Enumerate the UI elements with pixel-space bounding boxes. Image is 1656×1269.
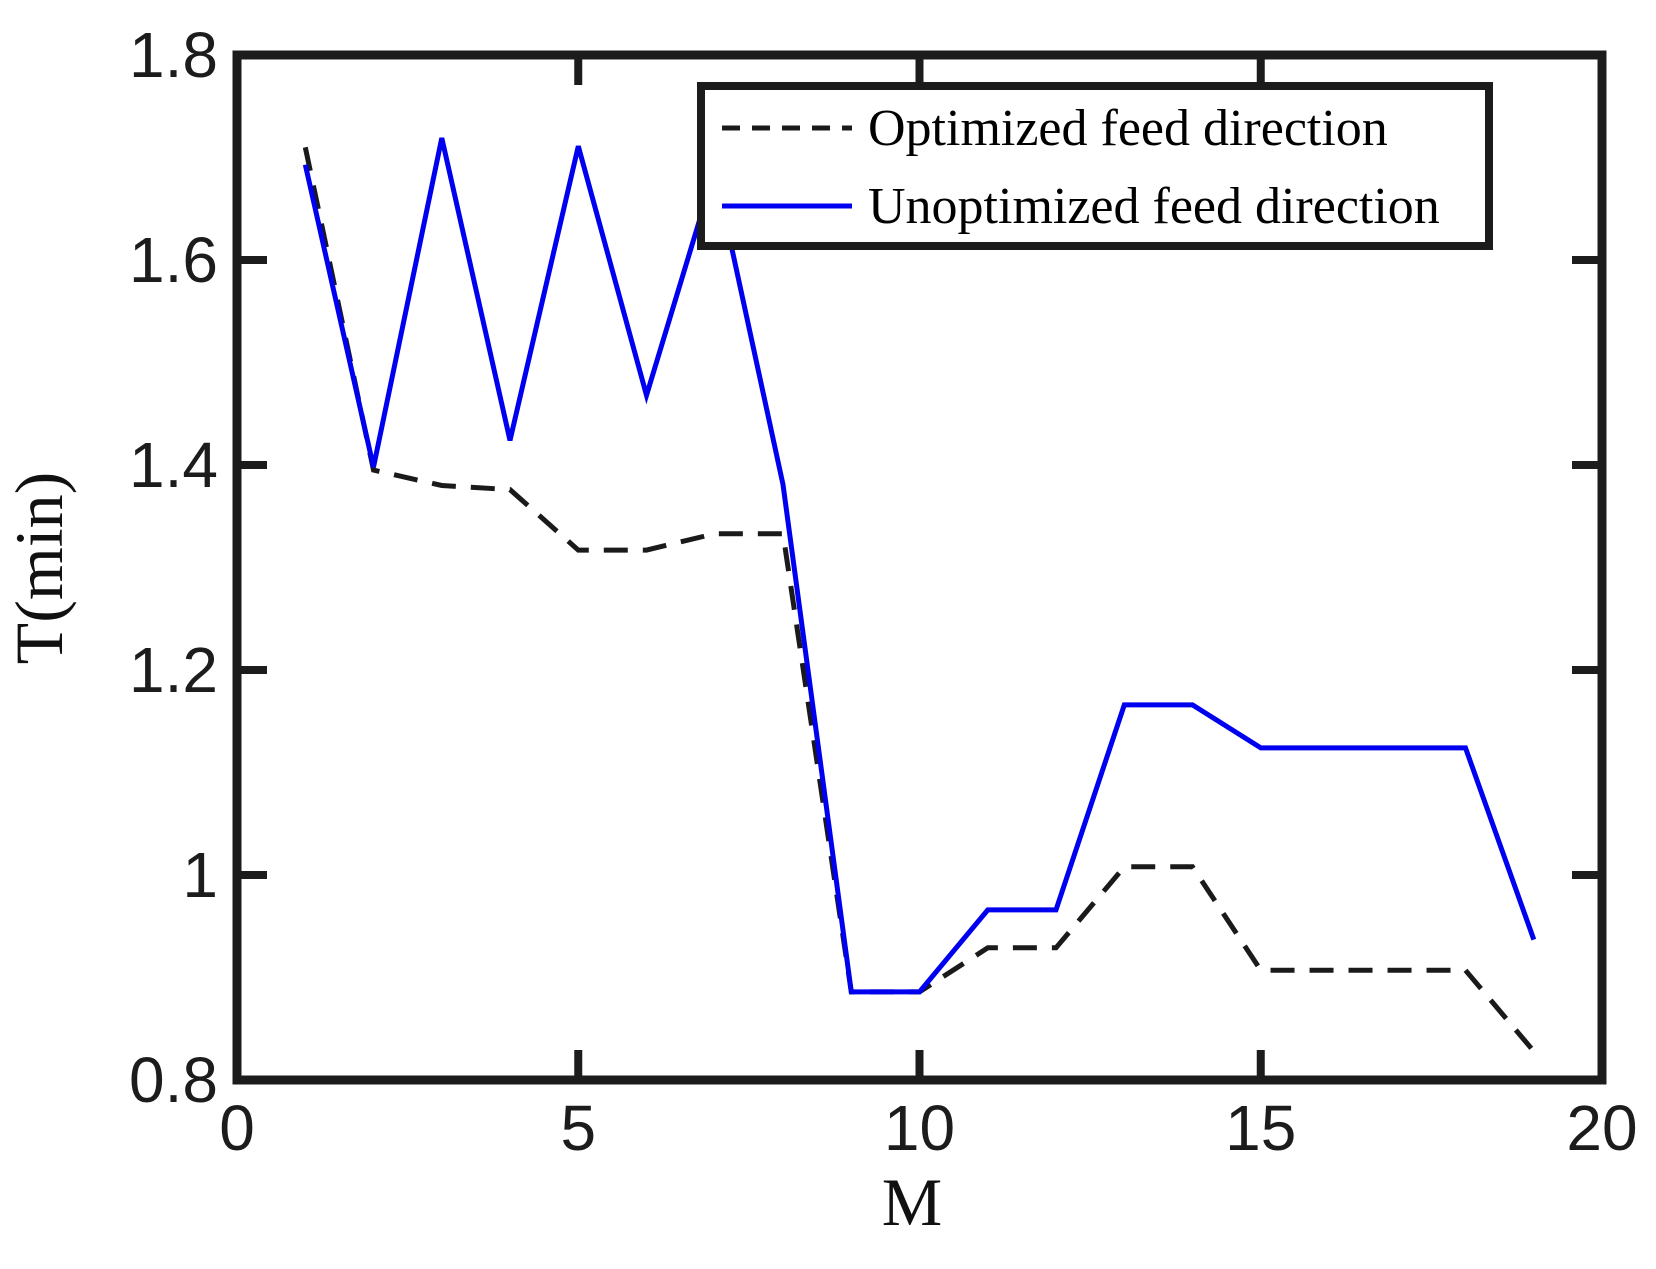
y-tick-label: 1.8 xyxy=(129,19,218,91)
y-tick-label: 1.6 xyxy=(129,224,218,296)
x-tick-label: 20 xyxy=(1566,1092,1637,1164)
legend-label-optimized: Optimized feed direction xyxy=(868,100,1388,157)
y-tick-label: 1.2 xyxy=(129,634,218,706)
series-line-unoptimized-feed-direction xyxy=(302,137,1537,995)
y-axis-label: T(min) xyxy=(1,472,77,665)
y-tick-label: 1 xyxy=(182,839,218,911)
x-axis-label: M xyxy=(882,1164,942,1240)
axis-tick-labels: 0 5 10 15 20 0.8 1 1.2 1.4 1.6 1.8 xyxy=(129,19,1638,1164)
series-line-optimized-feed-direction xyxy=(302,146,1536,1053)
x-tick-label: 10 xyxy=(884,1092,955,1164)
plot-area-border xyxy=(232,50,1607,1085)
legend: Optimized feed direction Unoptimized fee… xyxy=(697,82,1493,250)
x-tick-label: 15 xyxy=(1225,1092,1296,1164)
data-series xyxy=(302,137,1537,1053)
legend-label-unoptimized: Unoptimized feed direction xyxy=(868,178,1440,235)
x-tick-label: 5 xyxy=(560,1092,596,1164)
y-tick-label: 0.8 xyxy=(129,1044,218,1116)
legend-border xyxy=(697,82,1493,250)
y-tick-label: 1.4 xyxy=(129,429,218,501)
x-tick-label: 0 xyxy=(219,1092,255,1164)
